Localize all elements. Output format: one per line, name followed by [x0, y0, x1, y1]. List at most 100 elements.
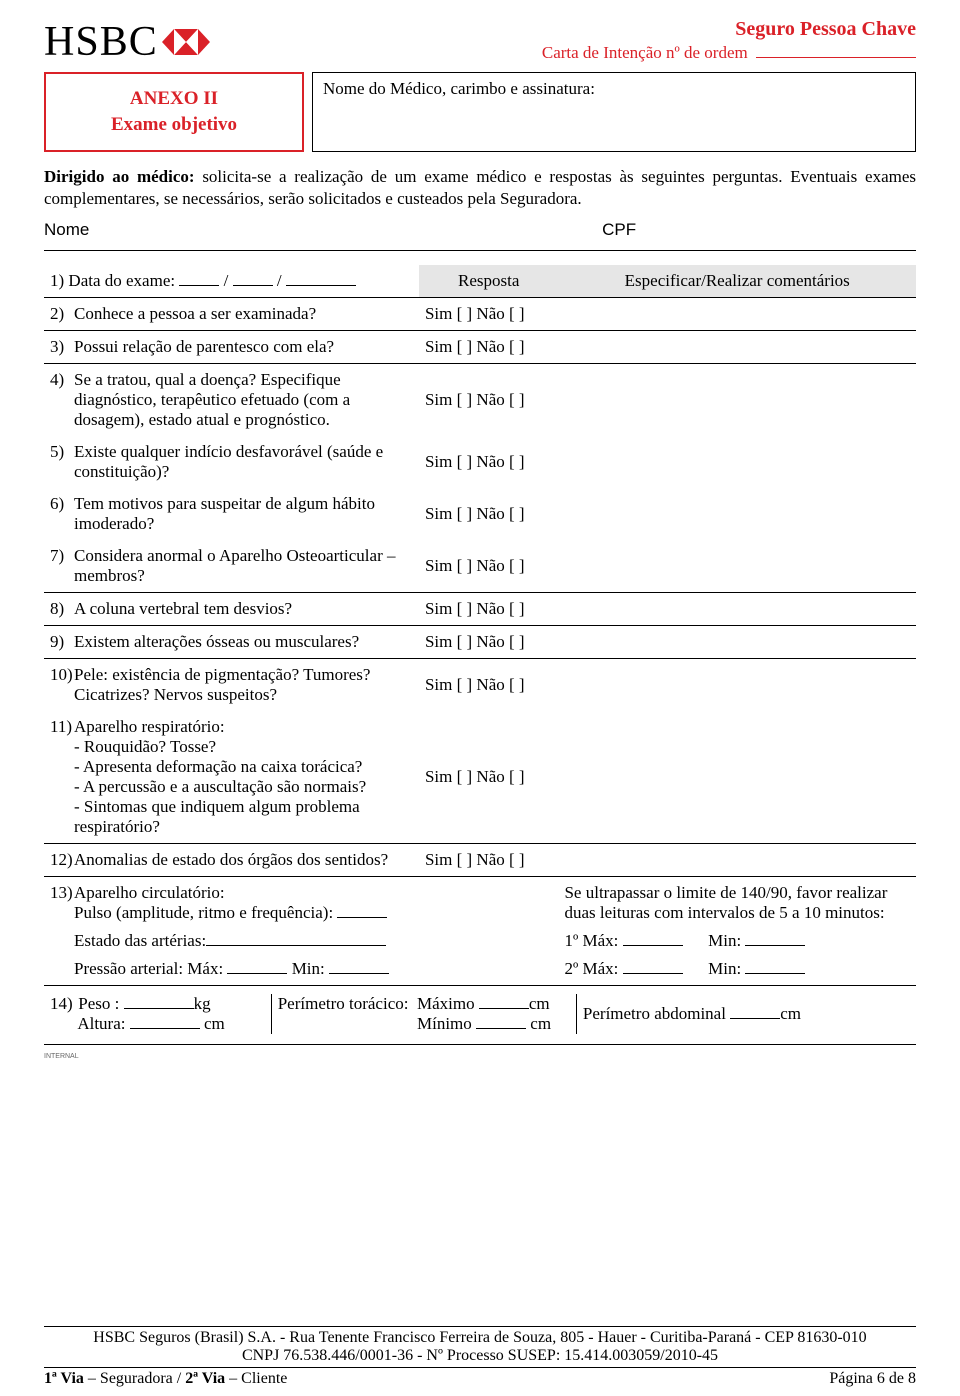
- q13-r1: Se ultrapassar o limite de 140/90, favor…: [564, 883, 887, 922]
- anexo-box: ANEXO II Exame objetivo: [44, 72, 304, 152]
- footer: HSBC Seguros (Brasil) S.A. - Rua Tenente…: [44, 1326, 916, 1388]
- q14-cm: cm: [200, 1014, 225, 1033]
- q7-row: 7)Considera anormal o Aparelho Osteoarti…: [44, 540, 916, 593]
- blank: [130, 1028, 200, 1029]
- q11-row: 11) Aparelho respiratório: - Rouquidão? …: [44, 711, 916, 844]
- header-right: Seguro Pessoa Chave Carta de Intenção nº…: [542, 18, 916, 63]
- q3-row: 3)Possui relação de parentesco com ela? …: [44, 331, 916, 364]
- subtitle-blank: [756, 57, 916, 58]
- q11-t: Aparelho respiratório:: [74, 717, 225, 736]
- logo-text: HSBC: [44, 18, 158, 66]
- via-cli: – Cliente: [225, 1370, 287, 1387]
- table-header-row: 1) Data do exame: / / Resposta Especific…: [44, 265, 916, 298]
- blank: [337, 917, 387, 918]
- q14-min: Mínimo: [417, 1014, 476, 1033]
- q13-t: Aparelho circulatório:: [74, 883, 225, 902]
- q14-c1: 14) Peso : kg Altura: cm: [44, 994, 271, 1034]
- blank: [179, 285, 219, 286]
- boxes-row: ANEXO II Exame objetivo Nome do Médico, …: [44, 72, 916, 152]
- blank: [745, 945, 805, 946]
- intro-bold: Dirigido ao médico:: [44, 167, 195, 186]
- q1-cell: 1) Data do exame: / /: [44, 265, 419, 298]
- footer-line1: HSBC Seguros (Brasil) S.A. - Rua Tenente…: [44, 1326, 916, 1347]
- anexo-title: ANEXO II: [66, 88, 282, 110]
- nome-cpf-row: Nome CPF: [44, 220, 916, 251]
- q12-resp: Sim [ ] Não [ ]: [419, 844, 559, 877]
- q14-altura: Altura:: [77, 1014, 129, 1033]
- q14-pt: Perímetro torácico:: [278, 994, 409, 1013]
- q11-c: - A percussão e a auscultação são normai…: [74, 777, 366, 796]
- q2-row: 2)Conhece a pessoa a ser examinada? Sim …: [44, 298, 916, 331]
- q14-peso: Peso :: [78, 994, 123, 1013]
- anexo-subtitle: Exame objetivo: [66, 114, 282, 136]
- nome-label: Nome: [44, 220, 602, 240]
- doc-title: Seguro Pessoa Chave: [542, 18, 916, 41]
- q8: A coluna vertebral tem desvios?: [74, 599, 407, 619]
- q9-resp: Sim [ ] Não [ ]: [419, 626, 559, 659]
- via1: 1ª Via: [44, 1370, 84, 1387]
- blank: [124, 1008, 194, 1009]
- doc-subtitle: Carta de Intenção nº de ordem: [542, 43, 916, 63]
- q14-kg: kg: [194, 994, 211, 1013]
- q4-resp: Sim [ ] Não [ ]: [419, 364, 559, 437]
- q13-2min: Min:: [708, 959, 745, 978]
- resposta-header: Resposta: [419, 265, 559, 298]
- hsbc-icon: [162, 29, 210, 55]
- q11-b: - Apresenta deformação na caixa torácica…: [74, 757, 362, 776]
- q12: Anomalias de estado dos órgãos dos senti…: [74, 850, 407, 870]
- blank: [286, 285, 356, 286]
- q3-resp: Sim [ ] Não [ ]: [419, 331, 559, 364]
- q3: Possui relação de parentesco com ela?: [74, 337, 407, 357]
- q6-resp: Sim [ ] Não [ ]: [419, 488, 559, 540]
- cpf-label: CPF: [602, 220, 916, 240]
- q12-row: 12)Anomalias de estado dos órgãos dos se…: [44, 844, 916, 877]
- q13-row: 13) Aparelho circulatório: Pulso (amplit…: [44, 877, 916, 986]
- header: HSBC Seguro Pessoa Chave Carta de Intenç…: [44, 18, 916, 66]
- q2: Conhece a pessoa a ser examinada?: [74, 304, 407, 324]
- q4: Se a tratou, qual a doença? Especifique …: [74, 370, 407, 430]
- q9: Existem alterações ósseas ou musculares?: [74, 632, 407, 652]
- q11-a: - Rouquidão? Tosse?: [74, 737, 216, 756]
- q2-resp: Sim [ ] Não [ ]: [419, 298, 559, 331]
- footer-via: 1ª Via – Seguradora / 2ª Via – Cliente: [44, 1370, 287, 1388]
- q6: Tem motivos para suspeitar de algum hábi…: [74, 494, 407, 534]
- via-seg: – Seguradora /: [84, 1370, 185, 1387]
- q6-row: 6)Tem motivos para suspeitar de algum há…: [44, 488, 916, 540]
- q5: Existe qualquer indício desfavorável (sa…: [74, 442, 407, 482]
- q14-c3: Perímetro abdominal cm: [576, 994, 916, 1034]
- q13-pulso: Pulso (amplitude, ritmo e frequência):: [74, 903, 337, 922]
- q11-title: Aparelho respiratório: - Rouquidão? Toss…: [74, 717, 407, 837]
- q5-resp: Sim [ ] Não [ ]: [419, 436, 559, 488]
- doctor-signature-box: Nome do Médico, carimbo e assinatura:: [312, 72, 916, 152]
- q13-block: Aparelho circulatório: Pulso (amplitude,…: [74, 883, 407, 979]
- q14-max: Máximo: [417, 994, 479, 1013]
- q13-1min: Min:: [708, 931, 745, 950]
- logo: HSBC: [44, 18, 210, 66]
- blank: [479, 1008, 529, 1009]
- q11-d: - Sintomas que indiquem algum problema r…: [74, 797, 360, 836]
- q8-row: 8)A coluna vertebral tem desvios? Sim [ …: [44, 593, 916, 626]
- q13-2max: 2º Máx:: [564, 959, 622, 978]
- blank: [233, 285, 273, 286]
- q8-resp: Sim [ ] Não [ ]: [419, 593, 559, 626]
- q14-cm3: cm: [530, 1014, 551, 1033]
- q14-pa: Perímetro abdominal: [583, 1004, 730, 1023]
- blank: [623, 973, 683, 974]
- blank: [745, 973, 805, 974]
- via2: 2ª Via: [185, 1370, 225, 1387]
- intro-text: Dirigido ao médico: solicita-se a realiz…: [44, 166, 916, 210]
- q11-resp: Sim [ ] Não [ ]: [419, 711, 559, 844]
- q5-row: 5)Existe qualquer indício desfavorável (…: [44, 436, 916, 488]
- q14-cm4: cm: [780, 1004, 801, 1023]
- q10: Pele: existência de pigmentação? Tumores…: [74, 665, 407, 705]
- q13-art: Estado das artérias:: [74, 931, 206, 950]
- blank: [227, 973, 287, 974]
- q14-cm2: cm: [529, 994, 550, 1013]
- q10-resp: Sim [ ] Não [ ]: [419, 659, 559, 712]
- q4-row: 4)Se a tratou, qual a doença? Especifiqu…: [44, 364, 916, 437]
- blank: [730, 1018, 780, 1019]
- blank: [206, 945, 386, 946]
- q13-1max: 1º Máx:: [564, 931, 622, 950]
- q14-c2: Perímetro torácico: Máximo cm Perímetro …: [271, 994, 576, 1034]
- q7: Considera anormal o Aparelho Osteoarticu…: [74, 546, 407, 586]
